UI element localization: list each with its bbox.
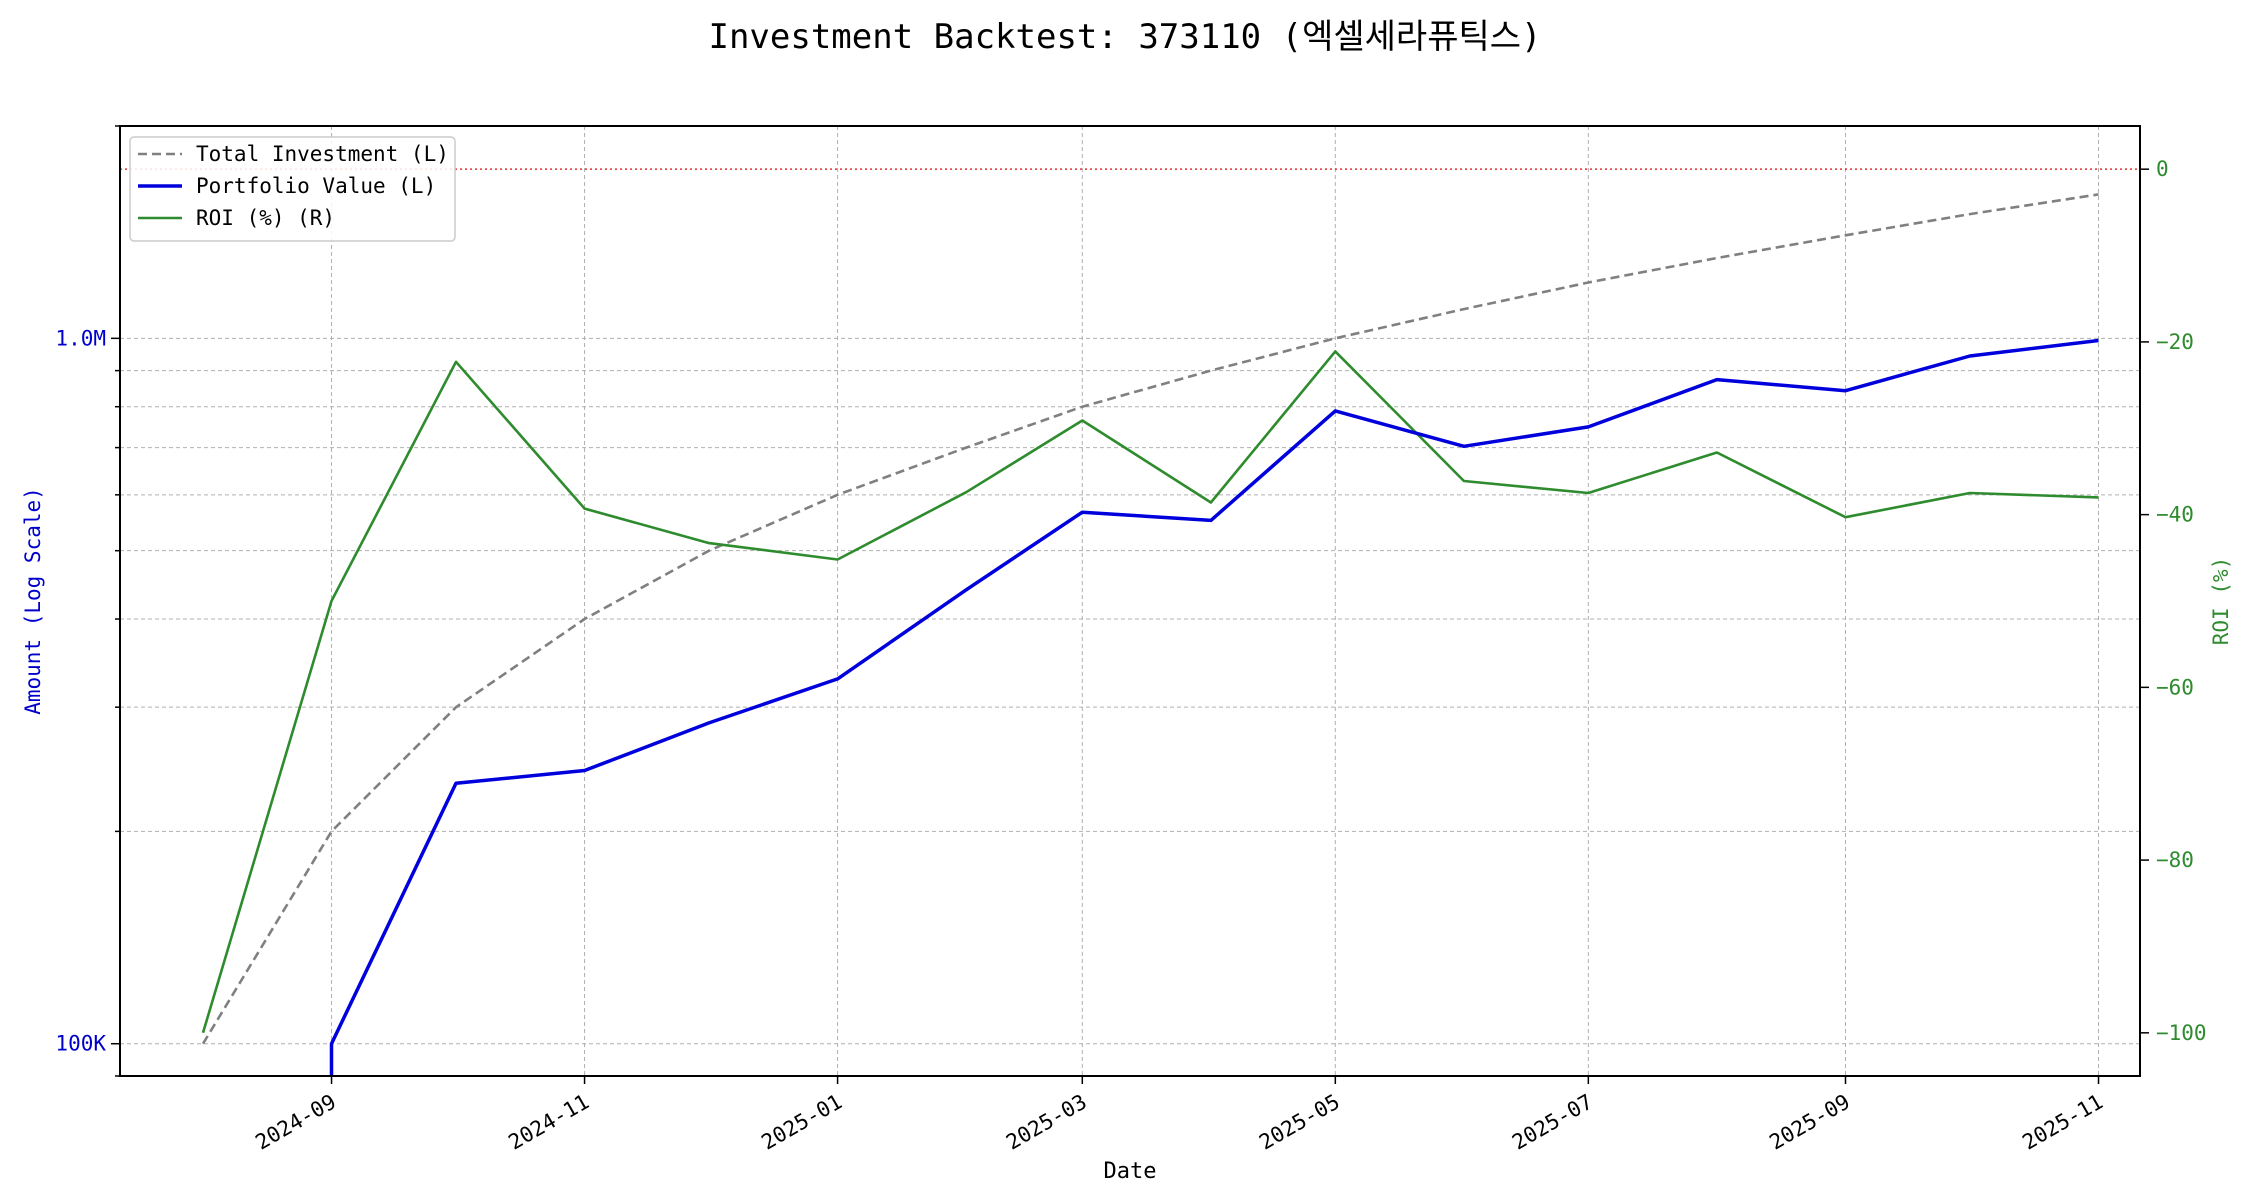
x-tick-label: 2025-01: [757, 1090, 846, 1155]
x-tick-label: 2025-03: [1002, 1090, 1091, 1155]
series-line-roi: [201, 350, 2099, 1034]
left-tick-label: 1.0M: [55, 326, 106, 350]
x-tick-label: 2025-05: [1255, 1090, 1344, 1155]
series-line-portfolio-value: [329, 338, 2099, 1076]
x-tick-label: 2025-09: [1765, 1090, 1854, 1155]
x-tick-label: 2025-11: [2018, 1090, 2107, 1155]
legend-entry: Total Investment (L): [196, 142, 449, 166]
legend-entry: Portfolio Value (L): [196, 174, 436, 198]
x-tick-label: 2024-11: [504, 1090, 593, 1155]
series-line-total-investment: [201, 193, 2099, 1045]
legend: Total Investment (L) Portfolio Value (L) R…: [129, 136, 456, 242]
grid-lines: [120, 125, 2140, 1077]
x-axis-ticks: 2024-09 2024-11 2025-01 2025-03 2025-05 2025-…: [251, 1076, 2107, 1155]
left-y-axis-label: Amount (Log Scale): [21, 487, 45, 715]
left-tick-label: 100K: [55, 1032, 106, 1056]
right-tick-label: −20: [2156, 330, 2194, 354]
plot-frame: [119, 125, 2141, 1077]
right-tick-label: −60: [2156, 675, 2194, 699]
x-tick-label: 2024-09: [251, 1090, 340, 1155]
chart-title: Investment Backtest: 373110 (엑셀세라퓨틱스): [708, 17, 1541, 57]
right-tick-label: −100: [2156, 1021, 2207, 1045]
series-lines: [201, 193, 2099, 1076]
right-axis-ticks: 0 −20 −40 −60 −80 −100: [2140, 157, 2207, 1045]
x-axis-label: Date: [1104, 1159, 1157, 1184]
right-y-axis-label: ROI (%): [2209, 557, 2233, 646]
right-tick-label: −40: [2156, 503, 2194, 527]
right-tick-label: 0: [2156, 157, 2169, 181]
right-tick-label: −80: [2156, 848, 2194, 872]
left-axis-ticks: 100K 1.0M: [55, 125, 120, 1077]
legend-box: [129, 136, 456, 242]
x-tick-label: 2025-07: [1508, 1090, 1597, 1155]
legend-entry: ROI (%) (R): [196, 206, 335, 230]
